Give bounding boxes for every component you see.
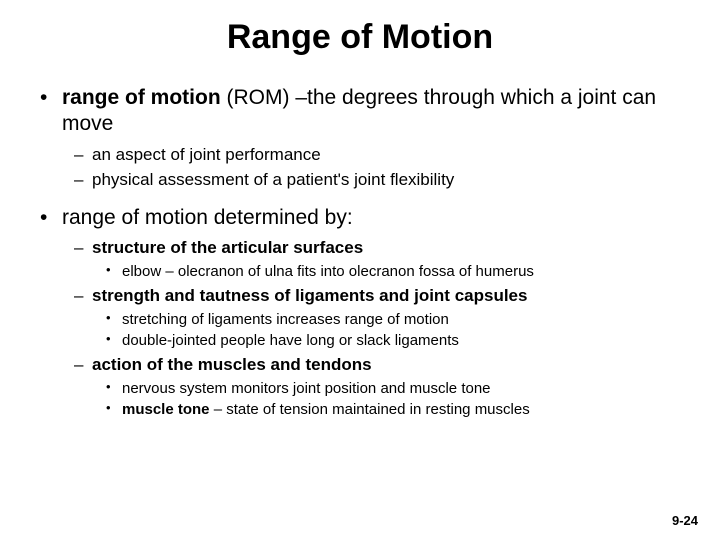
bullet-2-text: range of motion determined by: xyxy=(62,206,353,229)
slide: Range of Motion range of motion (ROM) –t… xyxy=(0,0,720,540)
bullet-2-sub-1-list: elbow – olecranon of ulna fits into olec… xyxy=(92,262,684,282)
bullet-1-term: range of motion xyxy=(62,86,221,109)
bullet-2-sub-1-item-1: elbow – olecranon of ulna fits into olec… xyxy=(92,262,684,282)
bullet-1-sublist: an aspect of joint performance physical … xyxy=(62,144,684,191)
bullet-2-sub-3-item-2: muscle tone – state of tension maintaine… xyxy=(92,400,684,420)
bullet-2-sublist: structure of the articular surfaces elbo… xyxy=(62,237,684,420)
bullet-2-sub-3: action of the muscles and tendons nervou… xyxy=(62,354,684,420)
bullet-list: range of motion (ROM) –the degrees throu… xyxy=(36,85,684,420)
bullet-2-sub-3-list: nervous system monitors joint position a… xyxy=(92,379,684,420)
bullet-1: range of motion (ROM) –the degrees throu… xyxy=(36,85,684,191)
bullet-2-sub-2-list: stretching of ligaments increases range … xyxy=(92,310,684,351)
slide-title: Range of Motion xyxy=(36,18,684,57)
bullet-2-sub-2-item-1: stretching of ligaments increases range … xyxy=(92,310,684,330)
bullet-2-sub-1: structure of the articular surfaces elbo… xyxy=(62,237,684,282)
bullet-2-sub-3-item-1: nervous system monitors joint position a… xyxy=(92,379,684,399)
bullet-1-sub-2: physical assessment of a patient's joint… xyxy=(62,169,684,191)
bullet-2-sub-1-text: structure of the articular surfaces xyxy=(92,238,363,257)
slide-number: 9-24 xyxy=(672,513,698,528)
muscle-tone-term: muscle tone xyxy=(122,401,210,418)
bullet-1-sub-1: an aspect of joint performance xyxy=(62,144,684,166)
bullet-2-sub-3-text: action of the muscles and tendons xyxy=(92,355,372,374)
bullet-2-sub-2-text: strength and tautness of ligaments and j… xyxy=(92,286,527,305)
bullet-2: range of motion determined by: structure… xyxy=(36,205,684,420)
bullet-2-sub-2-item-2: double-jointed people have long or slack… xyxy=(92,331,684,351)
bullet-2-sub-2: strength and tautness of ligaments and j… xyxy=(62,285,684,351)
muscle-tone-def: – state of tension maintained in resting… xyxy=(210,401,530,418)
